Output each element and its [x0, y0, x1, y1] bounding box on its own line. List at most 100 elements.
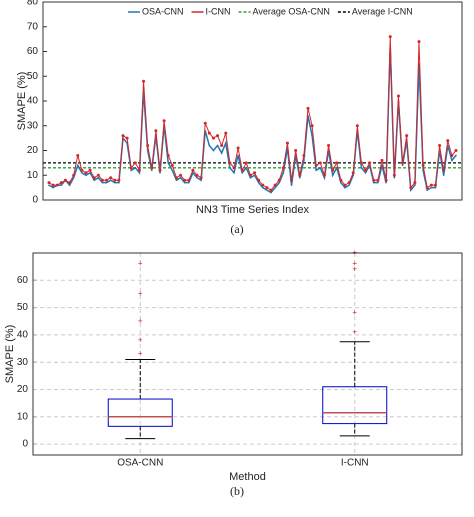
- outlier: +: [138, 259, 143, 268]
- point: [384, 178, 388, 182]
- point: [55, 183, 59, 187]
- point: [150, 166, 154, 170]
- point: [52, 186, 54, 189]
- point: [425, 186, 429, 190]
- point: [236, 146, 240, 150]
- point: [302, 153, 306, 157]
- point: [388, 35, 392, 39]
- point: [232, 166, 236, 170]
- outlier: +: [138, 289, 143, 298]
- point: [421, 163, 425, 167]
- point: [199, 176, 203, 180]
- point: [224, 131, 228, 135]
- point: [376, 178, 380, 182]
- y-axis-title: SMAPE (%): [4, 325, 16, 384]
- point: [72, 173, 76, 177]
- point: [72, 176, 75, 179]
- point: [355, 124, 359, 128]
- y-tick-label: 60: [27, 46, 39, 57]
- point: [396, 94, 400, 98]
- point: [364, 171, 367, 174]
- y-tick-label: 20: [17, 384, 29, 395]
- x-axis-title: NN3 Time Series Index: [196, 204, 310, 216]
- point: [426, 189, 429, 191]
- point: [442, 174, 445, 177]
- point: [137, 168, 141, 172]
- y-tick-label: 10: [27, 170, 39, 181]
- y-tick-label: 10: [17, 411, 29, 422]
- y-tick-label: 0: [32, 195, 38, 206]
- plot-frame: [32, 252, 463, 456]
- point: [273, 183, 277, 187]
- point: [146, 144, 150, 148]
- point: [245, 167, 248, 169]
- point: [100, 178, 104, 182]
- point: [413, 181, 417, 185]
- point: [327, 144, 331, 148]
- point: [393, 176, 396, 179]
- point: [150, 169, 153, 172]
- point: [261, 183, 265, 187]
- point: [129, 166, 133, 170]
- point: [101, 181, 104, 184]
- point: [405, 134, 409, 138]
- point: [340, 181, 342, 184]
- point: [175, 179, 178, 181]
- point: [270, 191, 272, 194]
- point: [315, 169, 318, 172]
- point: [319, 167, 322, 169]
- x-tick-label: I-CNN: [341, 458, 369, 469]
- point: [372, 178, 376, 182]
- y-tick-label: 20: [27, 145, 39, 156]
- point: [244, 161, 248, 165]
- point: [364, 168, 368, 172]
- point: [269, 188, 273, 192]
- point: [130, 169, 133, 172]
- point: [63, 178, 67, 182]
- point: [97, 176, 100, 179]
- point: [278, 181, 281, 184]
- caption: (a): [230, 222, 243, 236]
- outlier: +: [352, 308, 357, 317]
- point: [105, 181, 108, 184]
- y-tick-label: 0: [22, 439, 28, 450]
- point: [372, 181, 375, 184]
- box: [322, 386, 388, 425]
- point: [409, 189, 412, 191]
- outlier: +: [138, 335, 143, 344]
- point: [138, 171, 141, 174]
- point: [335, 161, 339, 165]
- point: [81, 171, 83, 174]
- point: [446, 139, 450, 143]
- point: [257, 181, 260, 184]
- point: [442, 168, 446, 172]
- point: [47, 181, 51, 185]
- point: [451, 159, 453, 162]
- outlier: +: [352, 264, 357, 273]
- point: [117, 178, 121, 182]
- point: [68, 181, 72, 185]
- point: [80, 168, 84, 172]
- point: [257, 178, 261, 182]
- point: [377, 181, 379, 184]
- point: [187, 178, 191, 182]
- point: [348, 184, 350, 186]
- point: [277, 178, 281, 182]
- point: [298, 173, 302, 177]
- y-tick-label: 40: [27, 96, 39, 107]
- box: [107, 398, 173, 427]
- point: [125, 136, 129, 140]
- point: [76, 153, 80, 157]
- point: [179, 176, 182, 179]
- point: [60, 184, 63, 186]
- point: [154, 129, 158, 133]
- point: [216, 144, 219, 147]
- point: [208, 144, 211, 147]
- point: [290, 184, 293, 186]
- point: [51, 183, 55, 187]
- point: [109, 176, 113, 180]
- point: [417, 40, 421, 44]
- point: [220, 152, 223, 154]
- point: [429, 183, 433, 187]
